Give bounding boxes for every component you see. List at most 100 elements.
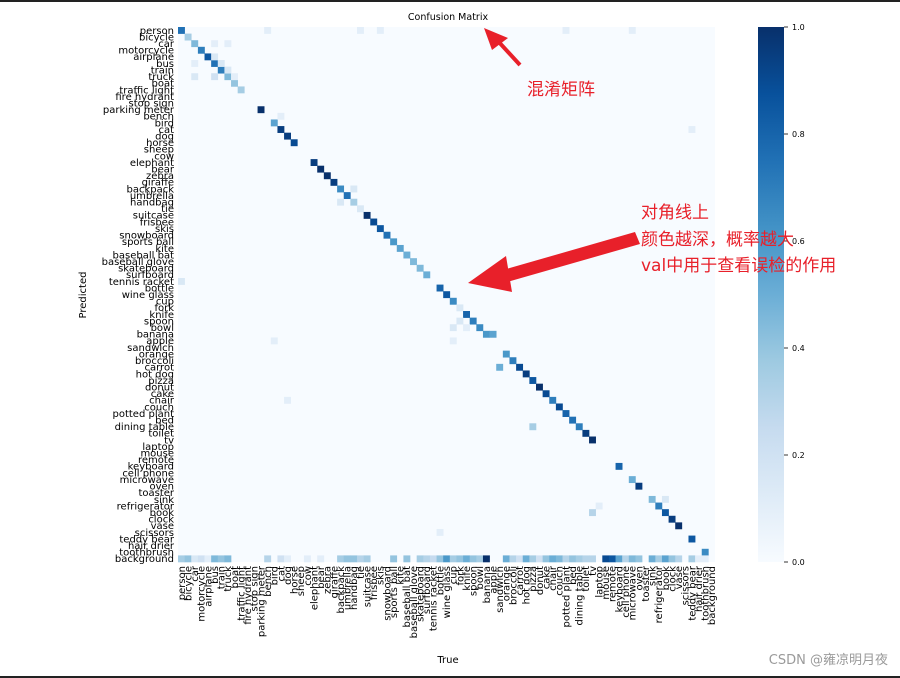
diagonal-cell <box>456 304 464 312</box>
y-tick-label: banana <box>137 330 174 341</box>
csdn-watermark: CSDN @雍凉明月夜 <box>768 653 888 668</box>
x-tick-label: refrigerator <box>654 565 665 623</box>
diagonal-cell <box>482 330 490 338</box>
diagonal-cell <box>436 284 444 292</box>
y-tick-label: potted plant <box>113 409 175 420</box>
diagonal-cell <box>661 509 669 517</box>
y-tick-label: skateboard <box>118 264 174 275</box>
top-rule <box>0 0 900 2</box>
background-row-cell <box>191 555 199 563</box>
y-tick-label: person <box>140 26 174 37</box>
x-tick-label: airplane <box>203 566 214 607</box>
x-tick-label: spoon <box>469 566 480 596</box>
diagonal-cell <box>350 198 358 206</box>
off-diagonal-cell <box>449 324 457 332</box>
y-tick-label: hot dog <box>136 369 174 380</box>
colorbar-ticks: 0.0 0.2 0.4 0.6 0.8 1.0 <box>784 23 805 567</box>
x-tick-label: potted plant <box>561 566 572 628</box>
background-row-cell <box>350 555 358 563</box>
y-tick-label: cat <box>158 125 174 136</box>
y-tick-label: train <box>151 65 174 76</box>
diagonal-cell <box>628 476 636 484</box>
background-row-cell <box>529 555 537 563</box>
x-tick-label: bear <box>316 565 327 589</box>
y-tick-label: donut <box>145 382 174 393</box>
y-tick-label: car <box>158 39 175 50</box>
off-diagonal-cell <box>224 66 232 74</box>
diagonal-cell <box>549 396 557 404</box>
background-row-cell <box>536 555 543 563</box>
y-tick-label: broccoli <box>135 356 174 367</box>
x-tick-label: elephant <box>309 566 320 610</box>
off-diagonal-cell <box>661 495 669 503</box>
y-tick-label: dining table <box>115 422 174 433</box>
x-tick-label: scissors <box>681 566 692 605</box>
background-row-cell <box>695 555 703 563</box>
x-tick-label: umbrella <box>343 566 354 610</box>
x-tick-label: bottle <box>435 566 446 595</box>
background-row-cell <box>661 555 669 563</box>
x-tick-label: giraffe <box>329 566 340 598</box>
x-tick-label: skis <box>376 566 387 585</box>
y-tick-label: knife <box>149 310 174 321</box>
off-diagonal-cell <box>436 528 444 536</box>
diagonal-cell <box>516 363 524 371</box>
off-diagonal-cell <box>589 509 596 517</box>
diagonal-cell <box>449 297 457 305</box>
y-tick-label: bench <box>143 112 174 123</box>
background-row-cell <box>217 555 225 563</box>
y-tick-label: sports ball <box>122 237 174 248</box>
background-row-cell <box>608 555 616 563</box>
x-tick-label: toilet <box>581 566 592 592</box>
background-row-cell <box>277 555 285 563</box>
x-tick-label: dog <box>283 566 294 585</box>
y-tick-label: traffic light <box>119 85 174 96</box>
x-tick-label: backpack <box>336 566 347 614</box>
x-tick-label: boat <box>230 566 241 589</box>
off-diagonal-cell <box>449 337 457 345</box>
y-tick-label: background <box>115 554 174 565</box>
y-tick-label: bird <box>155 118 174 129</box>
y-tick-label: bowl <box>151 323 174 334</box>
title-arrow <box>484 28 522 67</box>
diagonal-cell <box>343 192 351 200</box>
diagonal-cell <box>197 46 205 54</box>
background-row-cell <box>449 555 457 563</box>
background-row-cell <box>469 555 477 563</box>
y-tick-label: kite <box>155 244 174 255</box>
x-tick-label: stop sign <box>250 566 261 611</box>
diagonal-cell <box>589 436 596 444</box>
x-tick-label: snowboard <box>382 566 393 621</box>
off-diagonal-cell <box>284 396 291 404</box>
diagonal-cell <box>390 238 398 246</box>
background-row-cell <box>602 555 610 563</box>
diagonal-cell <box>277 126 285 133</box>
off-diagonal-cell <box>595 502 603 510</box>
diagonal-cell <box>403 251 411 259</box>
off-diagonal-cell <box>264 27 272 34</box>
off-diagonal-cell <box>350 185 358 193</box>
diagonal-cell <box>476 324 484 332</box>
background-row-cell <box>509 555 517 563</box>
diagonal-cell <box>688 535 696 543</box>
y-tick-label: sink <box>154 495 174 506</box>
y-tick-labels: personbicyclecarmotorcycleairplanebustra… <box>102 26 175 565</box>
x-tick-label: hot dog <box>522 566 533 604</box>
off-diagonal-cell <box>376 27 384 34</box>
diagonal-cell <box>323 172 331 180</box>
y-tick-label: giraffe <box>142 178 174 189</box>
background-row-cell <box>555 555 563 563</box>
y-tick-label: baseball glove <box>102 257 174 268</box>
off-diagonal-cell <box>211 73 219 81</box>
y-tick-label: fork <box>154 303 174 314</box>
y-tick-label: fire hydrant <box>115 92 174 103</box>
diagonal-cell <box>635 482 643 490</box>
background-row-cell <box>688 555 696 563</box>
bottom-rule <box>0 676 900 678</box>
x-tick-label: person <box>177 566 188 600</box>
background-row-cell <box>476 555 484 563</box>
diagonal-arrow <box>468 232 640 292</box>
y-tick-label: airplane <box>133 52 174 63</box>
x-tick-label: train <box>217 566 228 589</box>
x-tick-label: cow <box>303 566 314 586</box>
